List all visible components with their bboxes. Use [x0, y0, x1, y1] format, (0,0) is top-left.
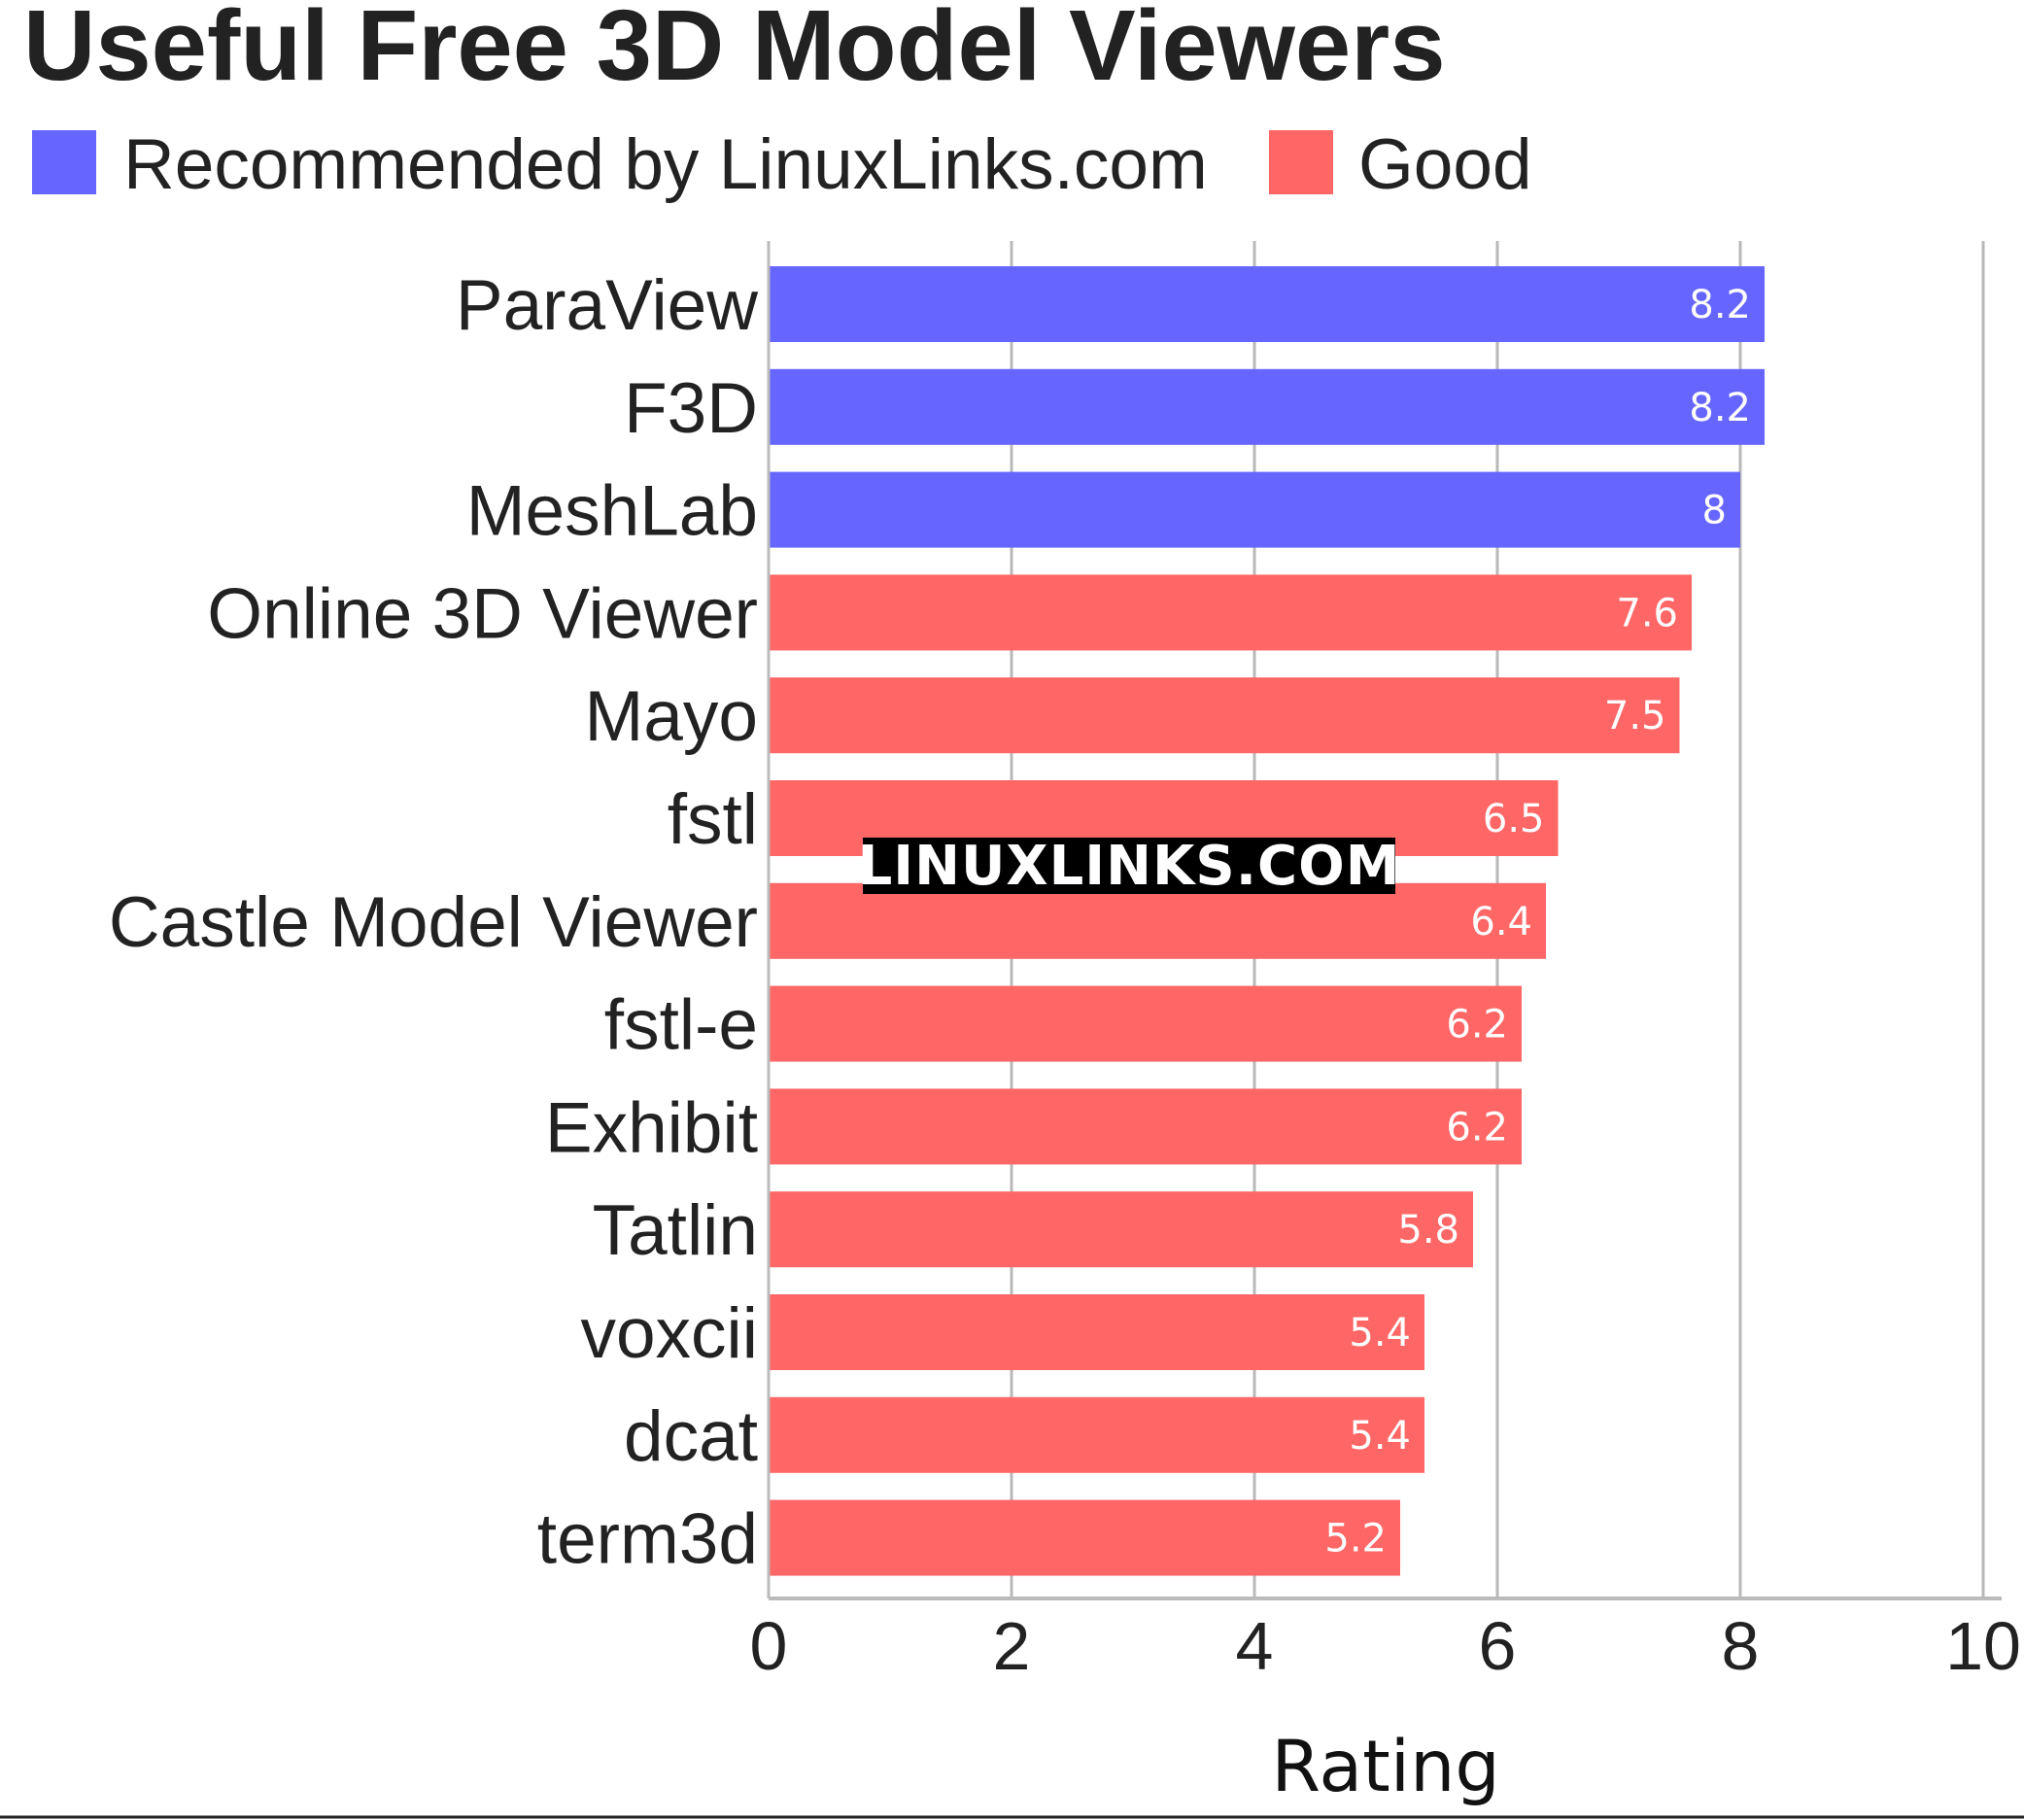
- category-label-meshlab: MeshLab: [466, 472, 758, 551]
- value-label-fstl: 6.5: [1483, 797, 1545, 841]
- value-label-castle-model-viewer: 6.4: [1470, 900, 1532, 944]
- category-label-voxcii: voxcii: [580, 1294, 758, 1373]
- axes: [767, 241, 2002, 1600]
- x-tick-label-8: 8: [1722, 1608, 1760, 1684]
- category-labels: ParaView F3D MeshLab Online 3D Viewer Mayo fs…: [109, 266, 758, 1579]
- category-label-fstl-e: fstl-e: [604, 986, 758, 1065]
- x-tick-label-10: 10: [1945, 1608, 2021, 1684]
- bar-f3d: [769, 368, 1765, 445]
- value-label-dcat: 5.4: [1349, 1414, 1411, 1459]
- value-label-mayo: 7.5: [1604, 694, 1666, 738]
- bar-online-3d-viewer: [769, 574, 1692, 651]
- category-label-online-3d-viewer: Online 3D Viewer: [207, 574, 758, 653]
- watermark: LINUXLINKS.COM: [858, 835, 1401, 898]
- value-label-paraview: 8.2: [1689, 283, 1751, 327]
- legend-swatch-good: [1269, 130, 1333, 194]
- category-label-f3d: F3D: [624, 369, 758, 448]
- value-label-tatlin: 5.8: [1397, 1208, 1459, 1253]
- bar-term3d: [769, 1499, 1400, 1576]
- category-label-fstl: fstl: [668, 780, 758, 859]
- bar-mayo: [769, 677, 1680, 754]
- legend-swatch-recommended: [32, 130, 96, 194]
- category-label-mayo: Mayo: [584, 677, 758, 756]
- bar-voxcii: [769, 1294, 1424, 1370]
- chart-title: Useful Free 3D Model Viewers: [23, 0, 1446, 101]
- watermark-background: [863, 838, 1395, 894]
- category-label-tatlin: Tatlin: [593, 1191, 758, 1270]
- value-label-f3d: 8.2: [1689, 386, 1751, 430]
- category-label-term3d: term3d: [537, 1500, 758, 1579]
- x-tick-label-0: 0: [750, 1608, 788, 1684]
- legend-label-good: Good: [1358, 125, 1532, 204]
- bar-meshlab: [769, 471, 1740, 548]
- bar-dcat: [769, 1396, 1424, 1473]
- x-axis-title: Rating: [1271, 1726, 1499, 1808]
- value-label-exhibit: 6.2: [1446, 1105, 1508, 1150]
- watermark-text: LINUXLINKS.COM: [858, 835, 1401, 898]
- value-label-voxcii: 5.4: [1349, 1311, 1411, 1356]
- x-tick-label-4: 4: [1236, 1608, 1274, 1684]
- category-label-castle-model-viewer: Castle Model Viewer: [109, 883, 758, 962]
- bar-paraview: [769, 266, 1765, 342]
- bars: 8.2 8.2 8 7.6 7.5 6.5 6.4 6.2 6.2 5.8 5.4 5.4 5.2: [769, 266, 1765, 1576]
- value-label-meshlab: 8: [1702, 489, 1727, 533]
- legend: Recommended by LinuxLinks.com Good: [32, 125, 1532, 204]
- x-tick-labels: 0 2 4 6 8 10: [750, 1608, 2021, 1684]
- category-label-paraview: ParaView: [456, 266, 758, 345]
- value-label-term3d: 5.2: [1324, 1517, 1387, 1562]
- bar-tatlin: [769, 1191, 1473, 1268]
- x-tick-label-2: 2: [993, 1608, 1031, 1684]
- bar-fstl-e: [769, 985, 1522, 1062]
- value-label-fstl-e: 6.2: [1446, 1003, 1508, 1047]
- bar-castle-model-viewer: [769, 882, 1546, 959]
- legend-label-recommended: Recommended by LinuxLinks.com: [123, 125, 1208, 204]
- bar-exhibit: [769, 1088, 1522, 1165]
- x-tick-label-6: 6: [1479, 1608, 1517, 1684]
- category-label-dcat: dcat: [624, 1397, 758, 1476]
- category-label-exhibit: Exhibit: [545, 1088, 758, 1167]
- value-label-online-3d-viewer: 7.6: [1616, 591, 1678, 635]
